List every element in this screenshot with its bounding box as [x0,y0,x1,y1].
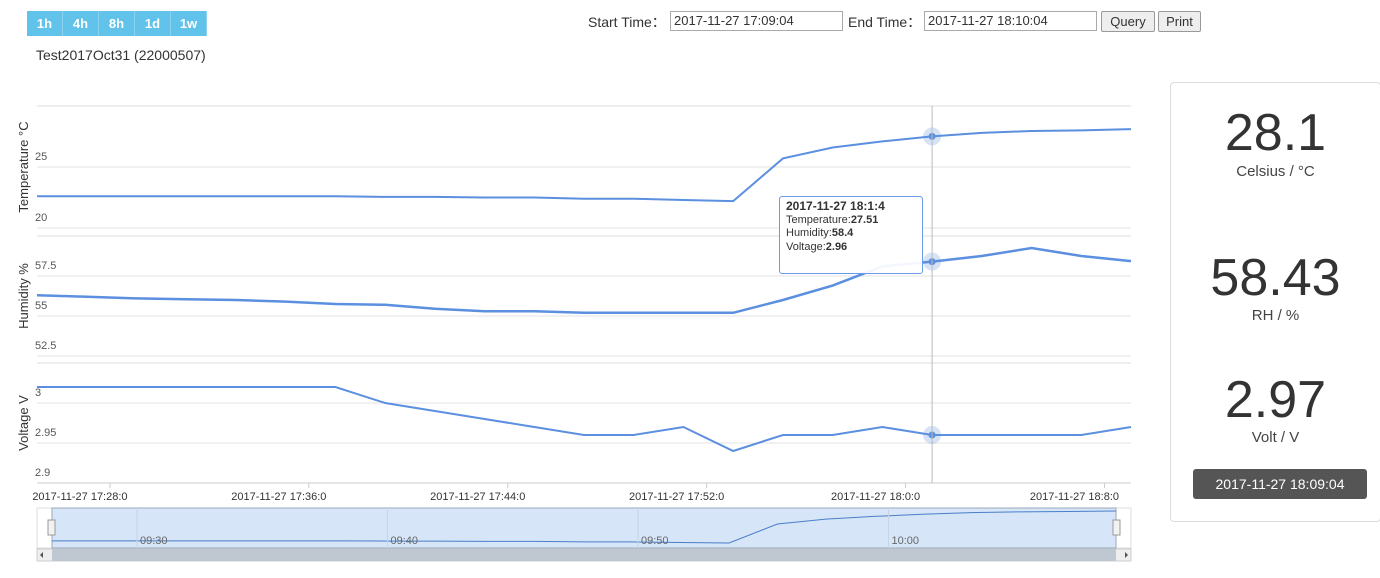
tooltip-row: Voltage:2.96 [786,241,916,255]
x-tick-label: 2017-11-27 18:0:0 [831,491,920,503]
tooltip-row: Humidity:58.4 [786,227,916,241]
y-tick-label: 55 [35,300,47,312]
tooltip-row: Temperature:27.51 [786,214,916,228]
range-button[interactable]: 1h [27,11,63,36]
end-label: End Time： [848,14,922,30]
y-axis-title: Voltage V [16,395,31,451]
tooltip-value: 2.96 [825,240,848,253]
data-line [37,128,1132,203]
tooltip-title: 2017-11-27 18:1:4 [786,199,885,213]
x-tick-label: 2017-11-27 17:52:0 [629,491,724,503]
x-tick-label: 2017-11-27 17:36:0 [231,491,326,503]
x-tick-label: 2017-11-27 17:44:0 [430,491,525,503]
range-buttons: 1h 4h 8h 1d 1w [27,11,207,36]
navigator-handle [47,519,56,536]
reading-value: 28.1 [1224,104,1327,162]
y-tick-label: 57.5 [35,260,56,272]
navigator-label: 10:00 [892,535,920,547]
y-tick-label: 3 [35,387,41,399]
navigator-label: 09:30 [140,535,168,547]
scrollbar-thumb [52,549,1116,561]
scrollbar-arrow [1125,552,1128,558]
y-axis-title: Temperature °C [16,121,31,212]
end-input[interactable]: 2017-11-27 18:10:04 [924,11,1097,31]
y-axis-title: Humidity % [16,263,31,329]
navigator-label: 09:50 [641,535,669,547]
start-label: Start Time： [588,14,666,30]
query-button[interactable]: Query [1101,11,1155,32]
tooltip-label: Humidity: [786,227,832,239]
navigator-line [52,510,1117,544]
scrollbar-arrow [40,552,43,558]
navigator-label: 09:40 [391,535,419,547]
start-input[interactable]: 2017-11-27 17:09:04 [670,11,843,31]
y-tick-label: 25 [35,151,47,163]
reading-value: 2.97 [1224,371,1327,429]
tooltip-label: Voltage: [786,240,826,253]
range-button[interactable]: 1d [135,11,171,36]
navigator-selection [51,507,1117,549]
tooltip-value: 58.4 [831,227,854,239]
print-button[interactable]: Print [1158,11,1201,32]
y-tick-label: 20 [35,212,47,224]
y-tick-label: 2.95 [35,427,56,439]
readings-card: 28.1 Celsius / °C 58.43 RH / % 2.97 Volt… [1170,82,1380,522]
reading-unit: Volt / V [1251,429,1300,446]
range-button[interactable]: 1w [171,11,207,36]
x-tick-label: 2017-11-27 18:8:0 [1030,491,1119,503]
data-line [37,386,1132,453]
y-tick-label: 52.5 [35,340,56,352]
range-button[interactable]: 4h [63,11,99,36]
x-tick-label: 2017-11-27 17:28:0 [32,491,127,503]
reading-unit: Celsius / °C [1236,163,1315,180]
data-line [36,246,1132,315]
y-tick-label: 2.9 [35,467,50,479]
reading-value: 58.43 [1210,249,1341,307]
tooltip-label: Temperature: [786,213,851,226]
reading-unit: RH / % [1251,307,1300,324]
tooltip-value: 27.51 [850,213,879,226]
reading-time: 2017-11-27 18:09:04 [1193,469,1367,499]
tooltip: 2017-11-27 18:1:4 Temperature:27.51 Humi… [779,196,923,274]
device-title: Test2017Oct31 (22000507) [36,47,206,63]
navigator-handle [1112,519,1121,536]
range-button[interactable]: 8h [99,11,135,36]
